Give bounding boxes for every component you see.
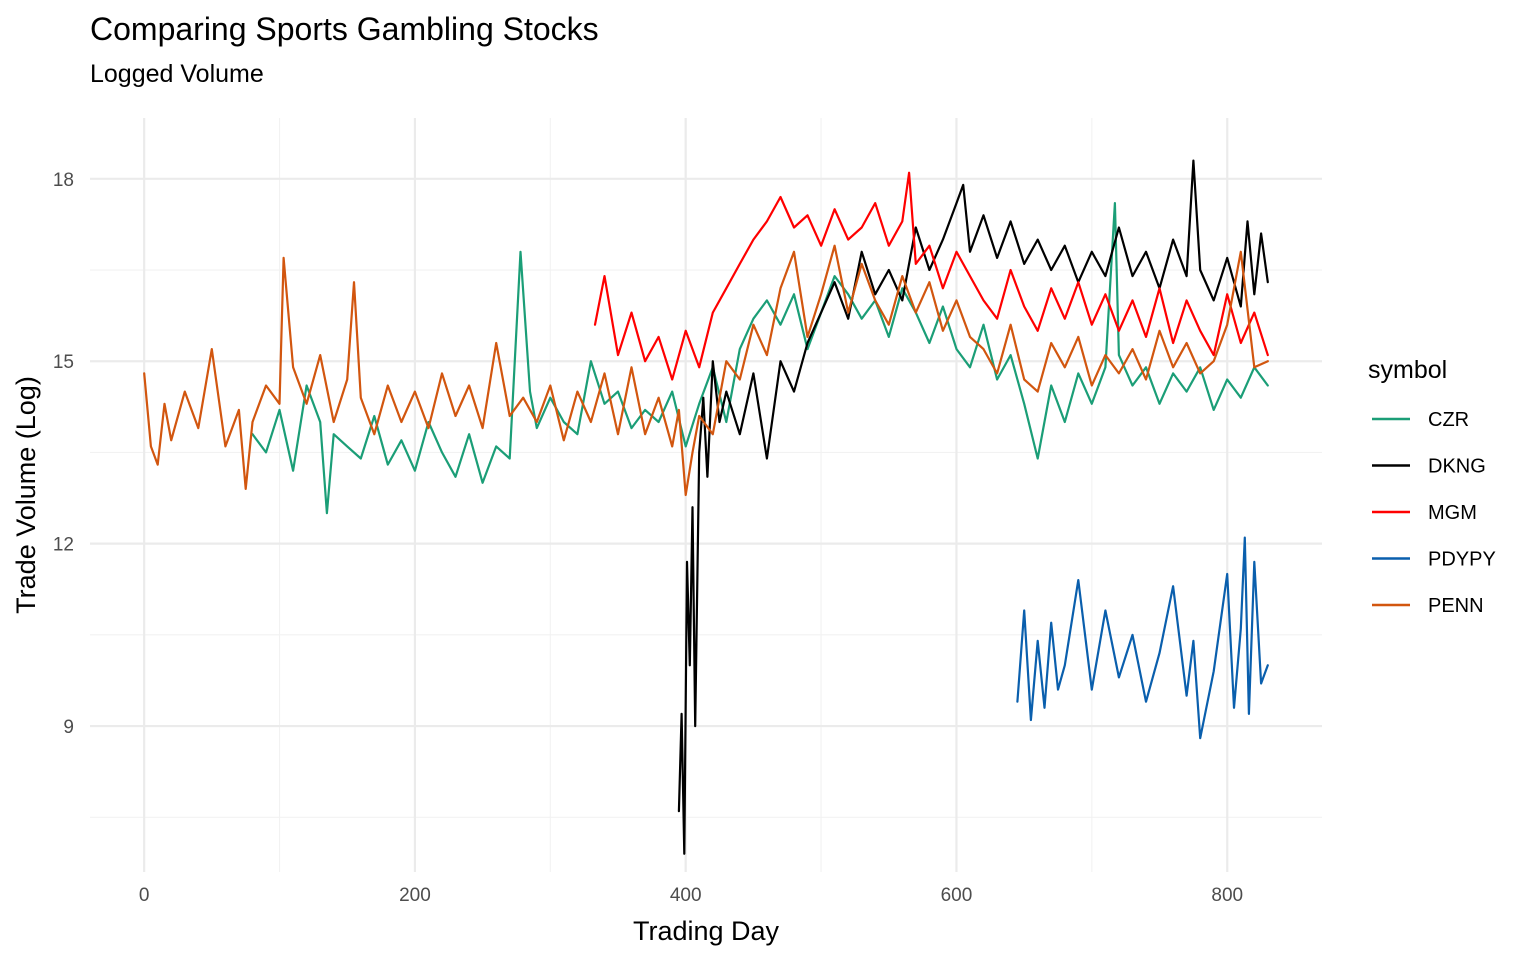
y-tick-label: 9	[63, 717, 74, 738]
x-tick-label: 0	[139, 885, 150, 906]
series-line-dkng	[677, 159, 1269, 855]
series-line-penn	[143, 244, 1269, 497]
x-tick-label: 200	[399, 885, 431, 906]
legend-label-penn: PENN	[1428, 595, 1484, 617]
x-axis-title: Trading Day	[633, 916, 780, 946]
grid	[90, 118, 1322, 872]
x-tick-label: 800	[1211, 885, 1243, 906]
legend-label-dkng: DKNG	[1428, 456, 1486, 478]
y-axis-ticks: 9 12 15 18	[53, 170, 74, 738]
series-line-czr	[251, 202, 1269, 515]
legend: symbol CZR DKNG MGM PDYPY PENN	[1368, 356, 1496, 617]
x-tick-label: 400	[670, 885, 702, 906]
x-tick-label: 600	[941, 885, 973, 906]
series-line-pdypy	[1016, 536, 1269, 740]
chart-title: Comparing Sports Gambling Stocks	[90, 11, 599, 47]
y-tick-label: 18	[53, 170, 74, 191]
legend-label-czr: CZR	[1428, 409, 1469, 431]
chart-subtitle: Logged Volume	[90, 60, 264, 88]
legend-label-mgm: MGM	[1428, 502, 1477, 524]
plot-lines	[143, 159, 1269, 855]
y-tick-label: 12	[53, 535, 74, 556]
x-axis-ticks: 0 200 400 600 800	[139, 885, 1243, 906]
legend-label-pdypy: PDYPY	[1428, 549, 1496, 571]
series-line-mgm	[593, 171, 1269, 381]
y-tick-label: 15	[53, 352, 74, 373]
y-axis-title: Trade Volume (Log)	[11, 376, 41, 614]
legend-title: symbol	[1368, 356, 1447, 384]
